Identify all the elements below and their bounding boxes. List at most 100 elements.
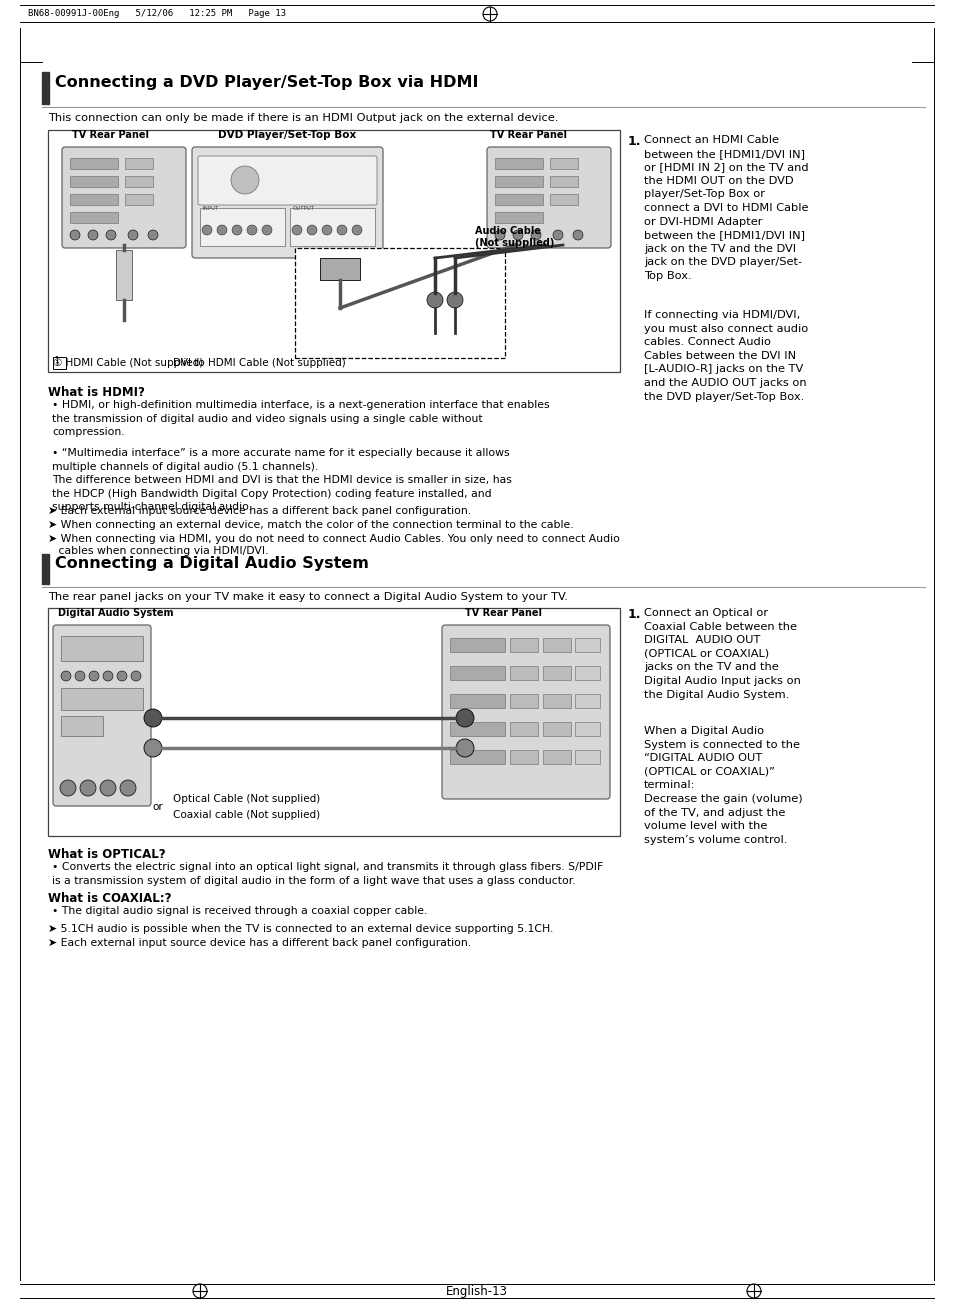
Bar [575,666,599,680]
FancyBboxPatch shape [486,148,610,248]
Bar [125,158,152,168]
Text: TV Rear Panel: TV Rear Panel [71,131,149,140]
Bar [575,750,599,764]
Bar [294,248,504,358]
Text: or: or [152,802,163,812]
Text: English-13: English-13 [446,1285,507,1297]
Text: What is COAXIAL:?: What is COAXIAL:? [48,892,172,905]
Circle shape [88,230,98,240]
Bar [495,195,542,205]
Bar [125,176,152,187]
Text: Connecting a DVD Player/Set-Top Box via HDMI: Connecting a DVD Player/Set-Top Box via … [55,74,478,90]
Text: • “Multimedia interface” is a more accurate name for it especially because it al: • “Multimedia interface” is a more accur… [52,448,512,512]
Bar [510,666,537,680]
Text: Audio Cable
(Not supplied): Audio Cable (Not supplied) [475,226,554,248]
Circle shape [553,230,562,240]
Bar [495,158,542,168]
Circle shape [292,225,302,235]
Bar [542,639,571,652]
Bar [53,357,66,370]
Text: Connect an HDMI Cable
between the [HDMI1/DVI IN]
or [HDMI IN 2] on the TV and
th: Connect an HDMI Cable between the [HDMI1… [643,135,808,281]
Bar [42,72,49,104]
Bar [495,212,542,223]
Circle shape [247,225,256,235]
Text: Optical Cable (Not supplied): Optical Cable (Not supplied) [172,794,320,804]
Circle shape [144,709,162,727]
FancyBboxPatch shape [62,148,186,248]
Bar [550,195,578,205]
Circle shape [100,780,116,795]
Bar [575,722,599,737]
Text: TV Rear Panel: TV Rear Panel [490,131,566,140]
Circle shape [232,225,242,235]
Circle shape [60,780,76,795]
Text: This connection can only be made if there is an HDMI Output jack on the external: This connection can only be made if ther… [48,114,558,123]
Text: ① HDMI Cable (Not supplied): ① HDMI Cable (Not supplied) [53,358,203,368]
Bar [61,636,143,661]
Bar [450,693,504,708]
Text: What is HDMI?: What is HDMI? [48,387,145,400]
Text: DVI to HDMI Cable (Not supplied): DVI to HDMI Cable (Not supplied) [172,358,345,368]
Text: ➤ 5.1CH audio is possible when the TV is connected to an external device support: ➤ 5.1CH audio is possible when the TV is… [48,925,553,934]
FancyBboxPatch shape [441,626,609,799]
Text: Connecting a Digital Audio System: Connecting a Digital Audio System [55,556,369,571]
Circle shape [144,739,162,757]
Text: TV Rear Panel: TV Rear Panel [464,609,541,618]
Bar [575,693,599,708]
Circle shape [531,230,540,240]
Bar [70,176,118,187]
Text: If connecting via HDMI/DVI,
you must also connect audio
cables. Connect Audio
Ca: If connecting via HDMI/DVI, you must als… [643,310,807,402]
Text: OUTPUT: OUTPUT [293,206,314,212]
Bar [510,722,537,737]
Bar [61,688,143,710]
Bar [542,693,571,708]
Text: What is OPTICAL?: What is OPTICAL? [48,848,166,861]
Bar [450,750,504,764]
Text: BN68-00991J-00Eng   5/12/06   12:25 PM   Page 13: BN68-00991J-00Eng 5/12/06 12:25 PM Page … [28,9,286,18]
Bar [70,158,118,168]
Circle shape [513,230,522,240]
Bar [116,249,132,300]
Circle shape [495,230,504,240]
Text: 1: 1 [54,357,59,364]
Bar [450,722,504,737]
Circle shape [120,780,136,795]
Circle shape [103,671,112,680]
Circle shape [573,230,582,240]
Circle shape [216,225,227,235]
Text: 1.: 1. [627,609,640,620]
Text: ➤ When connecting an external device, match the color of the connection terminal: ➤ When connecting an external device, ma… [48,520,573,530]
Bar [42,554,49,584]
Text: ➤ Each external input source device has a different back panel configuration.: ➤ Each external input source device has … [48,938,471,948]
Bar [510,750,537,764]
Bar [542,722,571,737]
FancyBboxPatch shape [53,626,151,806]
Bar [70,195,118,205]
Bar [200,208,285,246]
Circle shape [427,293,442,308]
Circle shape [447,293,462,308]
Bar [125,195,152,205]
Text: Digital Audio System: Digital Audio System [58,609,173,618]
Bar [550,176,578,187]
Circle shape [322,225,332,235]
Text: ➤ Each external input source device has a different back panel configuration.: ➤ Each external input source device has … [48,505,471,516]
Text: Coaxial cable (Not supplied): Coaxial cable (Not supplied) [172,810,320,820]
Text: • HDMI, or high-definition multimedia interface, is a next-generation interface : • HDMI, or high-definition multimedia in… [52,400,549,438]
Text: • Converts the electric signal into an optical light signal, and transmits it th: • Converts the electric signal into an o… [52,862,602,885]
Circle shape [75,671,85,680]
Text: DVD Player/Set-Top Box: DVD Player/Set-Top Box [217,131,355,140]
Circle shape [61,671,71,680]
Text: The rear panel jacks on your TV make it easy to connect a Digital Audio System t: The rear panel jacks on your TV make it … [48,592,567,602]
Bar [542,666,571,680]
Circle shape [336,225,347,235]
FancyBboxPatch shape [192,148,382,259]
Circle shape [352,225,361,235]
Text: • The digital audio signal is received through a coaxial copper cable.: • The digital audio signal is received t… [52,906,427,916]
Circle shape [148,230,158,240]
Text: INPUT: INPUT [203,206,219,212]
Bar [290,208,375,246]
Text: ➤ When connecting via HDMI, you do not need to connect Audio Cables. You only ne: ➤ When connecting via HDMI, you do not n… [48,534,619,555]
Text: Connect an Optical or
Coaxial Cable between the
DIGITAL  AUDIO OUT
(OPTICAL or C: Connect an Optical or Coaxial Cable betw… [643,609,800,700]
Circle shape [231,166,258,195]
